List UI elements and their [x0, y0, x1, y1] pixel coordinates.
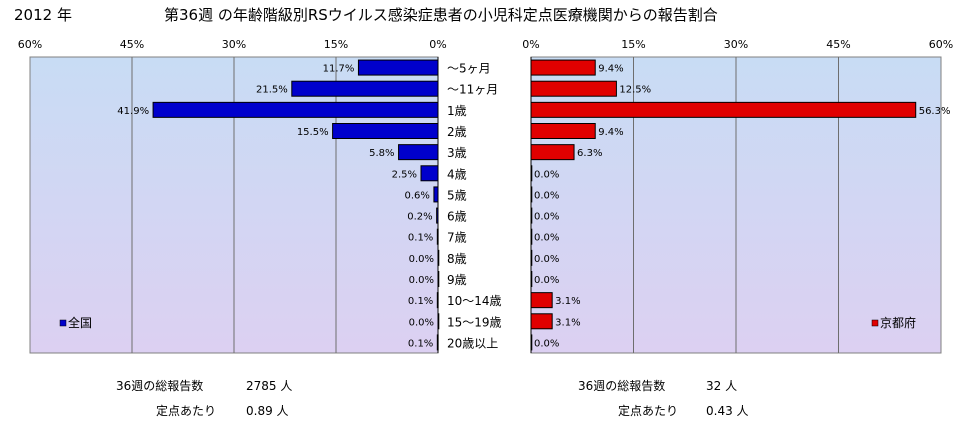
kyoto-value-label: 56.3%	[919, 106, 951, 117]
category-label: 15〜19歳	[447, 315, 502, 329]
kyoto-bar	[530, 186, 533, 203]
national-value-label: 0.6%	[405, 190, 430, 201]
national-value-label: 0.0%	[409, 317, 434, 328]
national-bar	[437, 271, 440, 287]
category-label: 〜11ヶ月	[447, 83, 498, 97]
national-value-label: 5.8%	[369, 148, 394, 159]
national-value-label: 2.5%	[392, 169, 417, 180]
category-label: 8歳	[447, 252, 467, 266]
kyoto-value-label: 9.4%	[598, 64, 623, 75]
kyoto-tick-label: 30%	[724, 38, 748, 51]
national-tick-label: 60%	[18, 38, 42, 51]
national-legend-label: 全国	[68, 315, 92, 330]
national-bar	[398, 144, 439, 161]
national-bar	[420, 165, 439, 182]
national-tick-label: 15%	[324, 38, 348, 51]
national-value-label: 0.0%	[409, 254, 434, 265]
kyoto-value-label: 3.1%	[555, 317, 580, 328]
national-bar	[436, 207, 439, 224]
kyoto-bar	[530, 249, 533, 266]
category-label: 1歳	[447, 104, 467, 118]
kyoto-bar	[530, 144, 575, 161]
kyoto-value-label: 0.0%	[534, 254, 559, 265]
national-bar	[436, 228, 439, 245]
national-value-label: 0.1%	[408, 233, 433, 244]
national-bar	[436, 292, 439, 309]
national-per-value: 0.89 人	[246, 404, 289, 418]
kyoto-value-label: 12.5%	[619, 85, 651, 96]
kyoto-legend-label: 京都府	[880, 315, 916, 330]
kyoto-per-value: 0.43 人	[706, 404, 749, 418]
national-bar	[436, 334, 439, 351]
kyoto-bar	[530, 313, 553, 330]
kyoto-tick-label: 0%	[522, 38, 539, 51]
kyoto-tick-label: 45%	[826, 38, 850, 51]
kyoto-total-label: 36週の総報告数	[578, 379, 666, 393]
national-bar	[437, 249, 440, 266]
kyoto-value-label: 0.0%	[534, 338, 559, 349]
national-total-value: 2785 人	[246, 379, 293, 393]
kyoto-bar	[530, 228, 533, 245]
national-value-label: 15.5%	[297, 127, 329, 138]
kyoto-bar	[530, 334, 533, 351]
national-value-label: 0.1%	[408, 296, 433, 307]
kyoto-value-label: 9.4%	[598, 127, 623, 138]
national-bar	[332, 123, 439, 139]
category-label: 20歳以上	[447, 336, 498, 350]
category-label: 10〜14歳	[447, 294, 502, 308]
national-bar	[152, 101, 439, 118]
kyoto-bar	[530, 59, 596, 76]
kyoto-total-value: 32 人	[706, 379, 738, 393]
national-value-label: 21.5%	[256, 85, 288, 96]
kyoto-value-label: 0.0%	[534, 233, 559, 244]
kyoto-bar	[530, 165, 533, 182]
national-legend-swatch	[59, 319, 67, 327]
national-tick-label: 0%	[429, 38, 446, 51]
category-label: 〜5ヶ月	[447, 62, 491, 76]
kyoto-value-label: 0.0%	[534, 275, 559, 286]
national-bar	[291, 80, 439, 97]
category-label: 3歳	[447, 146, 467, 160]
kyoto-tick-label: 15%	[621, 38, 645, 51]
national-bar	[433, 186, 439, 203]
kyoto-legend-swatch	[871, 319, 879, 327]
national-bar	[357, 59, 439, 76]
national-tick-label: 45%	[120, 38, 144, 51]
category-label: 2歳	[447, 125, 467, 139]
kyoto-bar	[530, 207, 533, 224]
national-value-label: 11.7%	[323, 64, 355, 75]
kyoto-legend: 京都府	[871, 315, 916, 330]
kyoto-per-label: 定点あたり	[618, 404, 679, 418]
national-per-label: 定点あたり	[156, 404, 217, 418]
category-label: 9歳	[447, 273, 467, 287]
category-label: 5歳	[447, 188, 467, 202]
category-label: 7歳	[447, 231, 467, 245]
category-label: 6歳	[447, 210, 467, 224]
national-total-label: 36週の総報告数	[116, 379, 204, 393]
chart-year: 2012 年	[14, 6, 72, 24]
category-label: 4歳	[447, 167, 467, 181]
kyoto-bar	[530, 271, 533, 287]
national-value-label: 0.1%	[408, 338, 433, 349]
kyoto-bar	[530, 80, 617, 97]
kyoto-value-label: 0.0%	[534, 169, 559, 180]
kyoto-bar	[530, 123, 596, 139]
national-legend: 全国	[59, 315, 92, 330]
national-value-label: 0.2%	[407, 212, 432, 223]
kyoto-bar	[530, 292, 553, 309]
kyoto-value-label: 0.0%	[534, 190, 559, 201]
chart-title: 第36週 の年齢階級別RSウイルス感染症患者の小児科定点医療機関からの報告割合	[164, 6, 718, 24]
national-tick-label: 30%	[222, 38, 246, 51]
kyoto-value-label: 6.3%	[577, 148, 602, 159]
kyoto-value-label: 3.1%	[555, 296, 580, 307]
national-value-label: 41.9%	[117, 106, 149, 117]
national-value-label: 0.0%	[409, 275, 434, 286]
kyoto-value-label: 0.0%	[534, 212, 559, 223]
kyoto-tick-label: 60%	[929, 38, 953, 51]
national-bar	[437, 313, 440, 330]
kyoto-bar	[530, 101, 917, 118]
